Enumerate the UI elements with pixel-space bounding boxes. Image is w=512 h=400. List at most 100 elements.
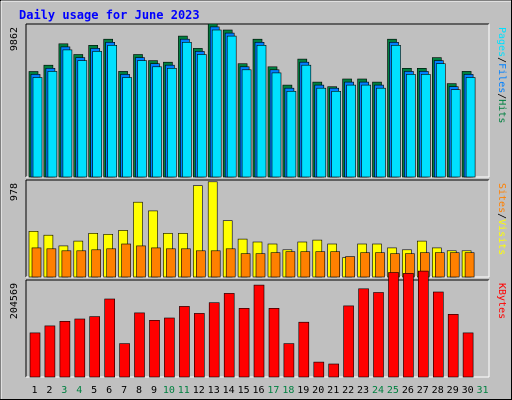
bar-pages-26: [406, 74, 416, 178]
bar-sites-18: [285, 251, 296, 278]
bar-pages-16: [256, 44, 267, 178]
bar-sites-15: [240, 253, 251, 278]
x-tick-label: 16: [252, 385, 264, 396]
bar-sites-2: [46, 248, 57, 278]
bar-pages-7: [122, 77, 132, 178]
panel-max-label: 204569: [9, 283, 20, 319]
bar-kbytes-9: [149, 319, 160, 378]
bar-pages-2: [47, 71, 58, 178]
bar-pages-10: [167, 68, 177, 178]
bar-pages-6: [107, 44, 117, 178]
legend-entry: Visits: [496, 219, 507, 255]
bar-kbytes-15: [238, 307, 250, 378]
bar-sites-21: [330, 251, 341, 278]
legend-entry: Pages: [496, 27, 507, 57]
bar-sites-13: [210, 250, 221, 278]
chart-title: Daily usage for June 2023: [19, 8, 200, 22]
bar-pages-24: [376, 87, 386, 178]
bar-pages-17: [271, 72, 282, 178]
bar-kbytes-6: [104, 298, 115, 378]
x-tick-label: 31: [476, 385, 488, 396]
x-tick-label: 6: [106, 385, 112, 396]
x-tick-label: 8: [136, 385, 142, 396]
x-tick-label: 4: [76, 385, 82, 396]
bar-sites-30: [464, 252, 475, 278]
panel-legend: Sites/Visits: [496, 183, 507, 255]
x-tick-label: 7: [121, 385, 127, 396]
bar-kbytes-22: [343, 305, 354, 378]
bar-pages-15: [241, 69, 252, 178]
x-tick-label: 5: [91, 385, 97, 396]
bar-kbytes-11: [179, 306, 190, 378]
x-tick-label: 13: [208, 385, 220, 396]
bar-pages-25: [391, 44, 401, 178]
bar-sites-11: [181, 248, 191, 278]
bar-kbytes-20: [313, 361, 325, 378]
bar-kbytes-1: [29, 332, 41, 378]
bar-sites-28: [434, 252, 445, 278]
x-tick-label: 10: [163, 385, 175, 396]
bar-sites-3: [61, 250, 72, 278]
legend-entry: Sites: [496, 183, 507, 213]
x-tick-label: 22: [342, 385, 354, 396]
x-tick-label: 26: [402, 385, 414, 396]
bar-pages-19: [301, 64, 312, 178]
bar-sites-9: [151, 247, 161, 278]
bar-sites-23: [360, 252, 370, 278]
x-tick-label: 12: [193, 385, 205, 396]
bar-kbytes-2: [44, 325, 56, 378]
panel-max-label: 9862: [9, 27, 20, 51]
bar-kbytes-19: [298, 321, 310, 378]
legend-entry: /: [496, 93, 507, 99]
bar-kbytes-28: [432, 291, 444, 378]
bar-kbytes-30: [462, 332, 474, 378]
bar-pages-22: [346, 84, 356, 178]
bar-pages-5: [92, 51, 102, 178]
bar-pages-1: [32, 77, 43, 178]
x-tick-label: 1: [31, 385, 37, 396]
bar-kbytes-13: [208, 302, 220, 378]
legend-entry: /: [496, 57, 507, 63]
x-tick-label: 2: [46, 385, 52, 396]
bar-kbytes-26: [403, 273, 414, 378]
x-tick-label: 28: [432, 385, 444, 396]
bar-kbytes-14: [223, 293, 235, 378]
x-tick-label: 18: [282, 385, 294, 396]
bar-pages-14: [226, 35, 237, 178]
x-tick-label: 30: [462, 385, 474, 396]
bar-kbytes-18: [283, 343, 295, 378]
x-tick-label: 21: [327, 385, 339, 396]
bar-kbytes-7: [119, 343, 130, 378]
x-tick-label: 25: [387, 385, 399, 396]
legend-entry: KBytes: [496, 283, 507, 319]
panel-max-label: 978: [9, 183, 20, 201]
bar-sites-10: [166, 248, 176, 278]
panel-legend: KBytes: [496, 283, 507, 319]
x-tick-label: 27: [417, 385, 429, 396]
bar-pages-28: [435, 63, 446, 178]
x-tick-label: 29: [447, 385, 459, 396]
x-tick-label: 17: [267, 385, 279, 396]
bar-kbytes-3: [59, 320, 71, 378]
bar-sites-1: [31, 247, 42, 278]
bar-pages-21: [331, 91, 342, 178]
bar-kbytes-16: [253, 284, 265, 378]
x-axis-labels: 1 2 3 4 5 6 7 8 9 10 11 12 13 14 15 16 17 18 19 20 21 22 23 24 2…: [31, 385, 488, 396]
x-tick-label: 9: [151, 385, 157, 396]
legend-entry: /: [496, 213, 507, 219]
bar-sites-8: [136, 245, 146, 278]
bar-pages-3: [62, 49, 73, 178]
bar-sites-24: [375, 252, 385, 278]
x-tick-label: 20: [312, 385, 324, 396]
x-tick-label: 19: [297, 385, 309, 396]
bar-pages-29: [450, 89, 461, 178]
bar-kbytes-8: [134, 312, 145, 378]
bar-pages-8: [137, 60, 147, 178]
x-tick-label: 11: [178, 385, 190, 396]
bar-kbytes-25: [388, 272, 399, 378]
bar-sites-16: [255, 253, 266, 278]
bar-sites-20: [315, 251, 326, 278]
panel-pages-files-hits: 9862 Pages/Files/Hits: [9, 23, 507, 178]
